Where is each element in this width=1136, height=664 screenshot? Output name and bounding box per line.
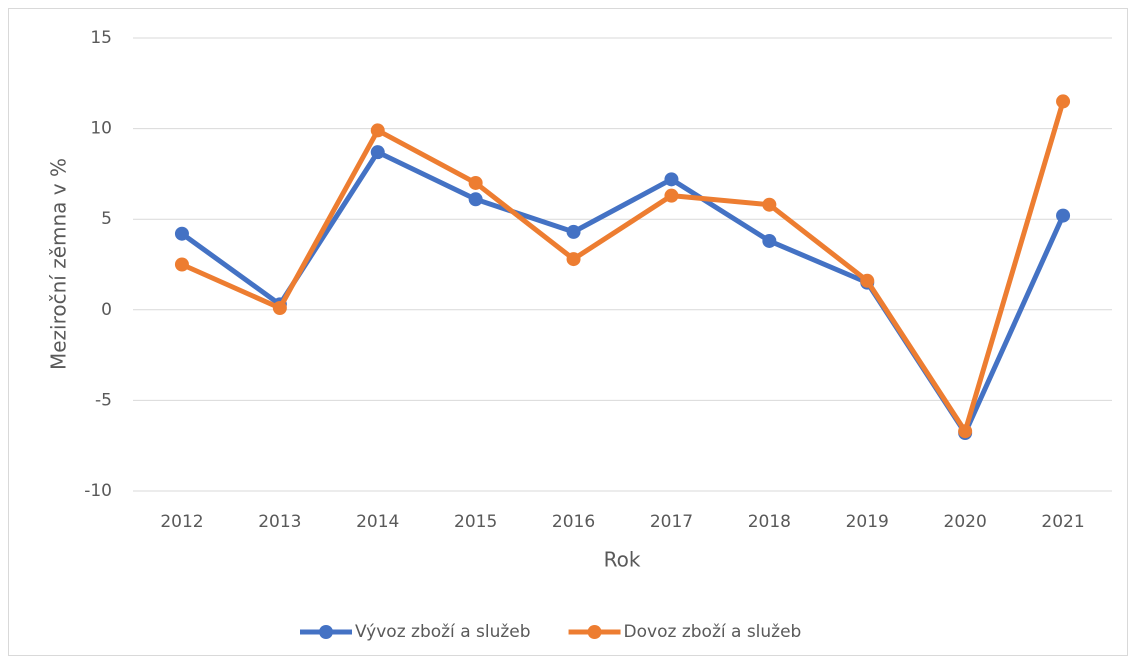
x-tick-label: 2019 xyxy=(846,512,889,532)
data-point xyxy=(664,172,679,187)
series-line xyxy=(180,100,1066,434)
x-tick-label: 2021 xyxy=(1041,512,1084,532)
data-point xyxy=(762,197,777,212)
data-point xyxy=(1056,94,1071,109)
data-point xyxy=(174,257,189,272)
y-tick-label: -5 xyxy=(95,390,112,410)
y-tick-label: 15 xyxy=(90,28,112,48)
data-point xyxy=(370,123,385,138)
data-point xyxy=(566,252,581,267)
y-tick-label: 5 xyxy=(101,209,112,229)
data-point xyxy=(468,192,483,207)
data-point xyxy=(566,224,581,239)
data-point xyxy=(958,424,973,439)
x-tick-label: 2016 xyxy=(552,512,595,532)
data-point xyxy=(860,273,875,288)
x-tick-label: 2014 xyxy=(356,512,399,532)
data-point xyxy=(468,175,483,190)
x-tick-label: 2012 xyxy=(160,512,203,532)
data-point xyxy=(762,233,777,248)
data-point xyxy=(1056,208,1071,223)
data-point xyxy=(174,226,189,241)
chart-frame xyxy=(8,8,1128,656)
legend-label: Dovoz zboží a služeb xyxy=(624,622,802,642)
legend-marker xyxy=(587,625,602,639)
y-tick-label: 10 xyxy=(90,119,112,139)
data-point xyxy=(272,300,287,315)
y-tick-label: -10 xyxy=(84,481,112,501)
legend-label: Vývoz zboží a služeb xyxy=(355,622,531,642)
x-tick-label: 2018 xyxy=(748,512,791,532)
x-tick-label: 2015 xyxy=(454,512,497,532)
x-axis-title: Rok xyxy=(604,548,641,572)
y-tick-label: 0 xyxy=(101,300,112,320)
x-tick-label: 2020 xyxy=(944,512,987,532)
x-tick-label: 2013 xyxy=(258,512,301,532)
legend-marker xyxy=(319,625,333,639)
x-tick-label: 2017 xyxy=(650,512,693,532)
data-point xyxy=(664,188,679,203)
y-axis-title: Meziroční zěmna v % xyxy=(47,158,71,370)
data-point xyxy=(370,145,385,160)
